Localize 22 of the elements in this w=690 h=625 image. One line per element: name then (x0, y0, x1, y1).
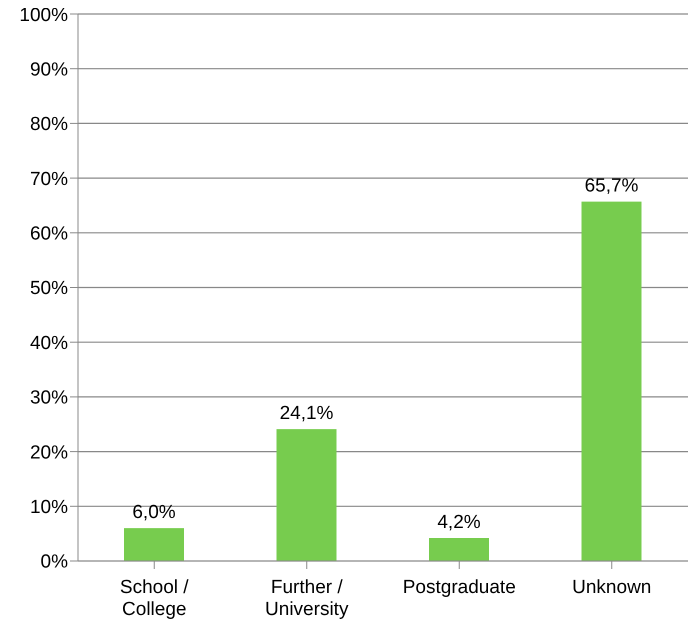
y-tick-label: 30% (30, 388, 68, 409)
y-tick-label: 60% (30, 224, 68, 245)
x-tick-label: Unknown (572, 577, 652, 598)
y-tick-label: 90% (30, 59, 68, 80)
data-label: 65,7% (584, 176, 639, 197)
bar (429, 538, 489, 561)
y-tick-label: 10% (30, 497, 68, 518)
y-tick-label: 40% (30, 332, 68, 354)
y-tick-label: 80% (30, 114, 68, 136)
y-tick-label: 70% (30, 168, 68, 190)
bar (276, 429, 336, 561)
y-tick-label: 0% (40, 552, 68, 573)
y-tick-label: 50% (30, 278, 68, 300)
y-tick-label: 20% (30, 442, 68, 464)
data-label: 4,2% (437, 512, 481, 534)
bar (124, 528, 184, 561)
data-label: 24,1% (280, 403, 334, 424)
data-label: 6,0% (132, 502, 176, 524)
x-tick-label: Postgraduate (402, 577, 516, 598)
x-tick-label: School / College (120, 577, 190, 620)
bar (582, 202, 642, 561)
x-tick-label: Further / University (265, 577, 349, 620)
